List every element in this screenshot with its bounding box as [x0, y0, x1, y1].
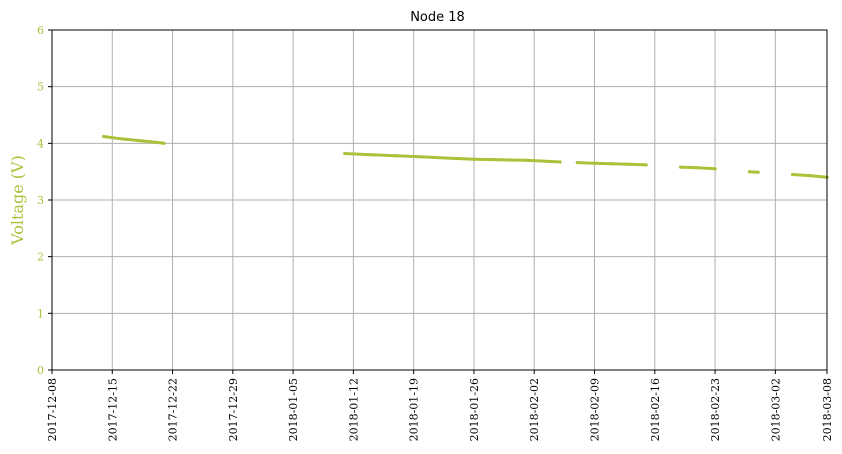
data-point — [102, 134, 106, 139]
data-point — [524, 158, 528, 162]
grid-lines — [51, 29, 828, 371]
data-point — [446, 156, 450, 160]
y-tick-label: 4 — [37, 137, 44, 150]
data-point — [369, 153, 373, 157]
y-tick-label: 1 — [37, 307, 44, 320]
x-tick-label: 2018-02-23 — [709, 378, 722, 441]
data-point — [472, 157, 476, 161]
x-tick-label: 2018-03-02 — [769, 378, 782, 441]
x-tick-label: 2018-03-08 — [821, 378, 834, 441]
series-segment — [343, 152, 562, 164]
data-point — [136, 138, 140, 143]
y-tick-label: 5 — [37, 81, 44, 94]
data-point — [644, 163, 648, 167]
data-point — [394, 154, 399, 158]
data-point — [808, 174, 812, 178]
data-point — [610, 162, 614, 166]
data-point — [747, 170, 752, 174]
data-point — [162, 141, 166, 145]
data-point — [790, 172, 795, 177]
data-point — [592, 161, 597, 165]
data-point — [696, 166, 700, 170]
y-tick-label: 6 — [37, 24, 44, 37]
x-tick-label: 2018-01-05 — [287, 378, 300, 441]
x-tick-label: 2018-02-09 — [589, 378, 602, 441]
y-axis: 0 1 2 3 4 5 6 — [37, 24, 52, 377]
x-tick-label: 2018-01-26 — [468, 378, 481, 441]
x-tick-label: 2017-12-22 — [167, 378, 180, 441]
data-point — [343, 151, 347, 156]
y-tick-label: 3 — [37, 194, 44, 207]
y-tick-label: 2 — [37, 251, 44, 264]
x-axis: 2017-12-08 2017-12-15 2017-12-22 2017-12-29… — [46, 370, 834, 441]
data-point — [549, 159, 554, 164]
data-point — [627, 162, 631, 166]
y-axis-label: Voltage (V) — [8, 155, 27, 246]
data-point — [498, 158, 502, 162]
data-point — [679, 165, 683, 169]
x-tick-label: 2018-01-12 — [347, 378, 360, 441]
data-point — [420, 155, 424, 159]
x-tick-label: 2017-12-08 — [46, 378, 59, 441]
data-point — [558, 160, 562, 164]
x-tick-label: 2018-01-19 — [408, 378, 421, 441]
y-tick-label: 0 — [37, 364, 44, 377]
data-point — [119, 137, 123, 141]
data-point — [575, 161, 579, 165]
data-point — [756, 170, 760, 174]
chart-title: Node 18 — [410, 10, 465, 25]
x-tick-label: 2017-12-15 — [106, 378, 119, 441]
x-tick-label: 2018-02-16 — [649, 378, 662, 441]
data-series — [102, 134, 829, 179]
x-tick-label: 2017-12-29 — [227, 378, 240, 441]
x-tick-label: 2018-02-02 — [528, 378, 541, 441]
data-point — [713, 167, 717, 171]
data-point — [153, 140, 157, 144]
